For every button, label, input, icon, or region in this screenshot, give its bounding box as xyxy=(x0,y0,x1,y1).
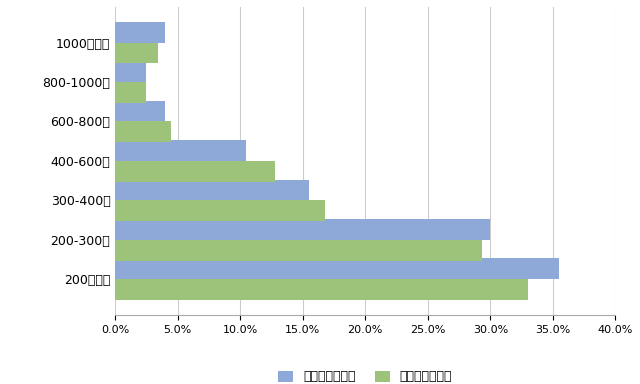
Legend: 去年二手房占比, 今年二手房占比: 去年二手房占比, 今年二手房占比 xyxy=(278,371,452,383)
Bar xyxy=(115,180,309,200)
Bar xyxy=(115,22,165,43)
Bar xyxy=(115,219,490,240)
Bar xyxy=(115,121,172,142)
Bar xyxy=(115,101,165,121)
Bar xyxy=(115,82,147,103)
Bar xyxy=(115,140,246,161)
Bar xyxy=(115,240,481,261)
Bar xyxy=(115,43,157,63)
Bar xyxy=(115,258,559,279)
Bar xyxy=(115,200,325,221)
Bar xyxy=(115,161,275,182)
Bar xyxy=(115,61,147,82)
Bar xyxy=(115,279,528,300)
